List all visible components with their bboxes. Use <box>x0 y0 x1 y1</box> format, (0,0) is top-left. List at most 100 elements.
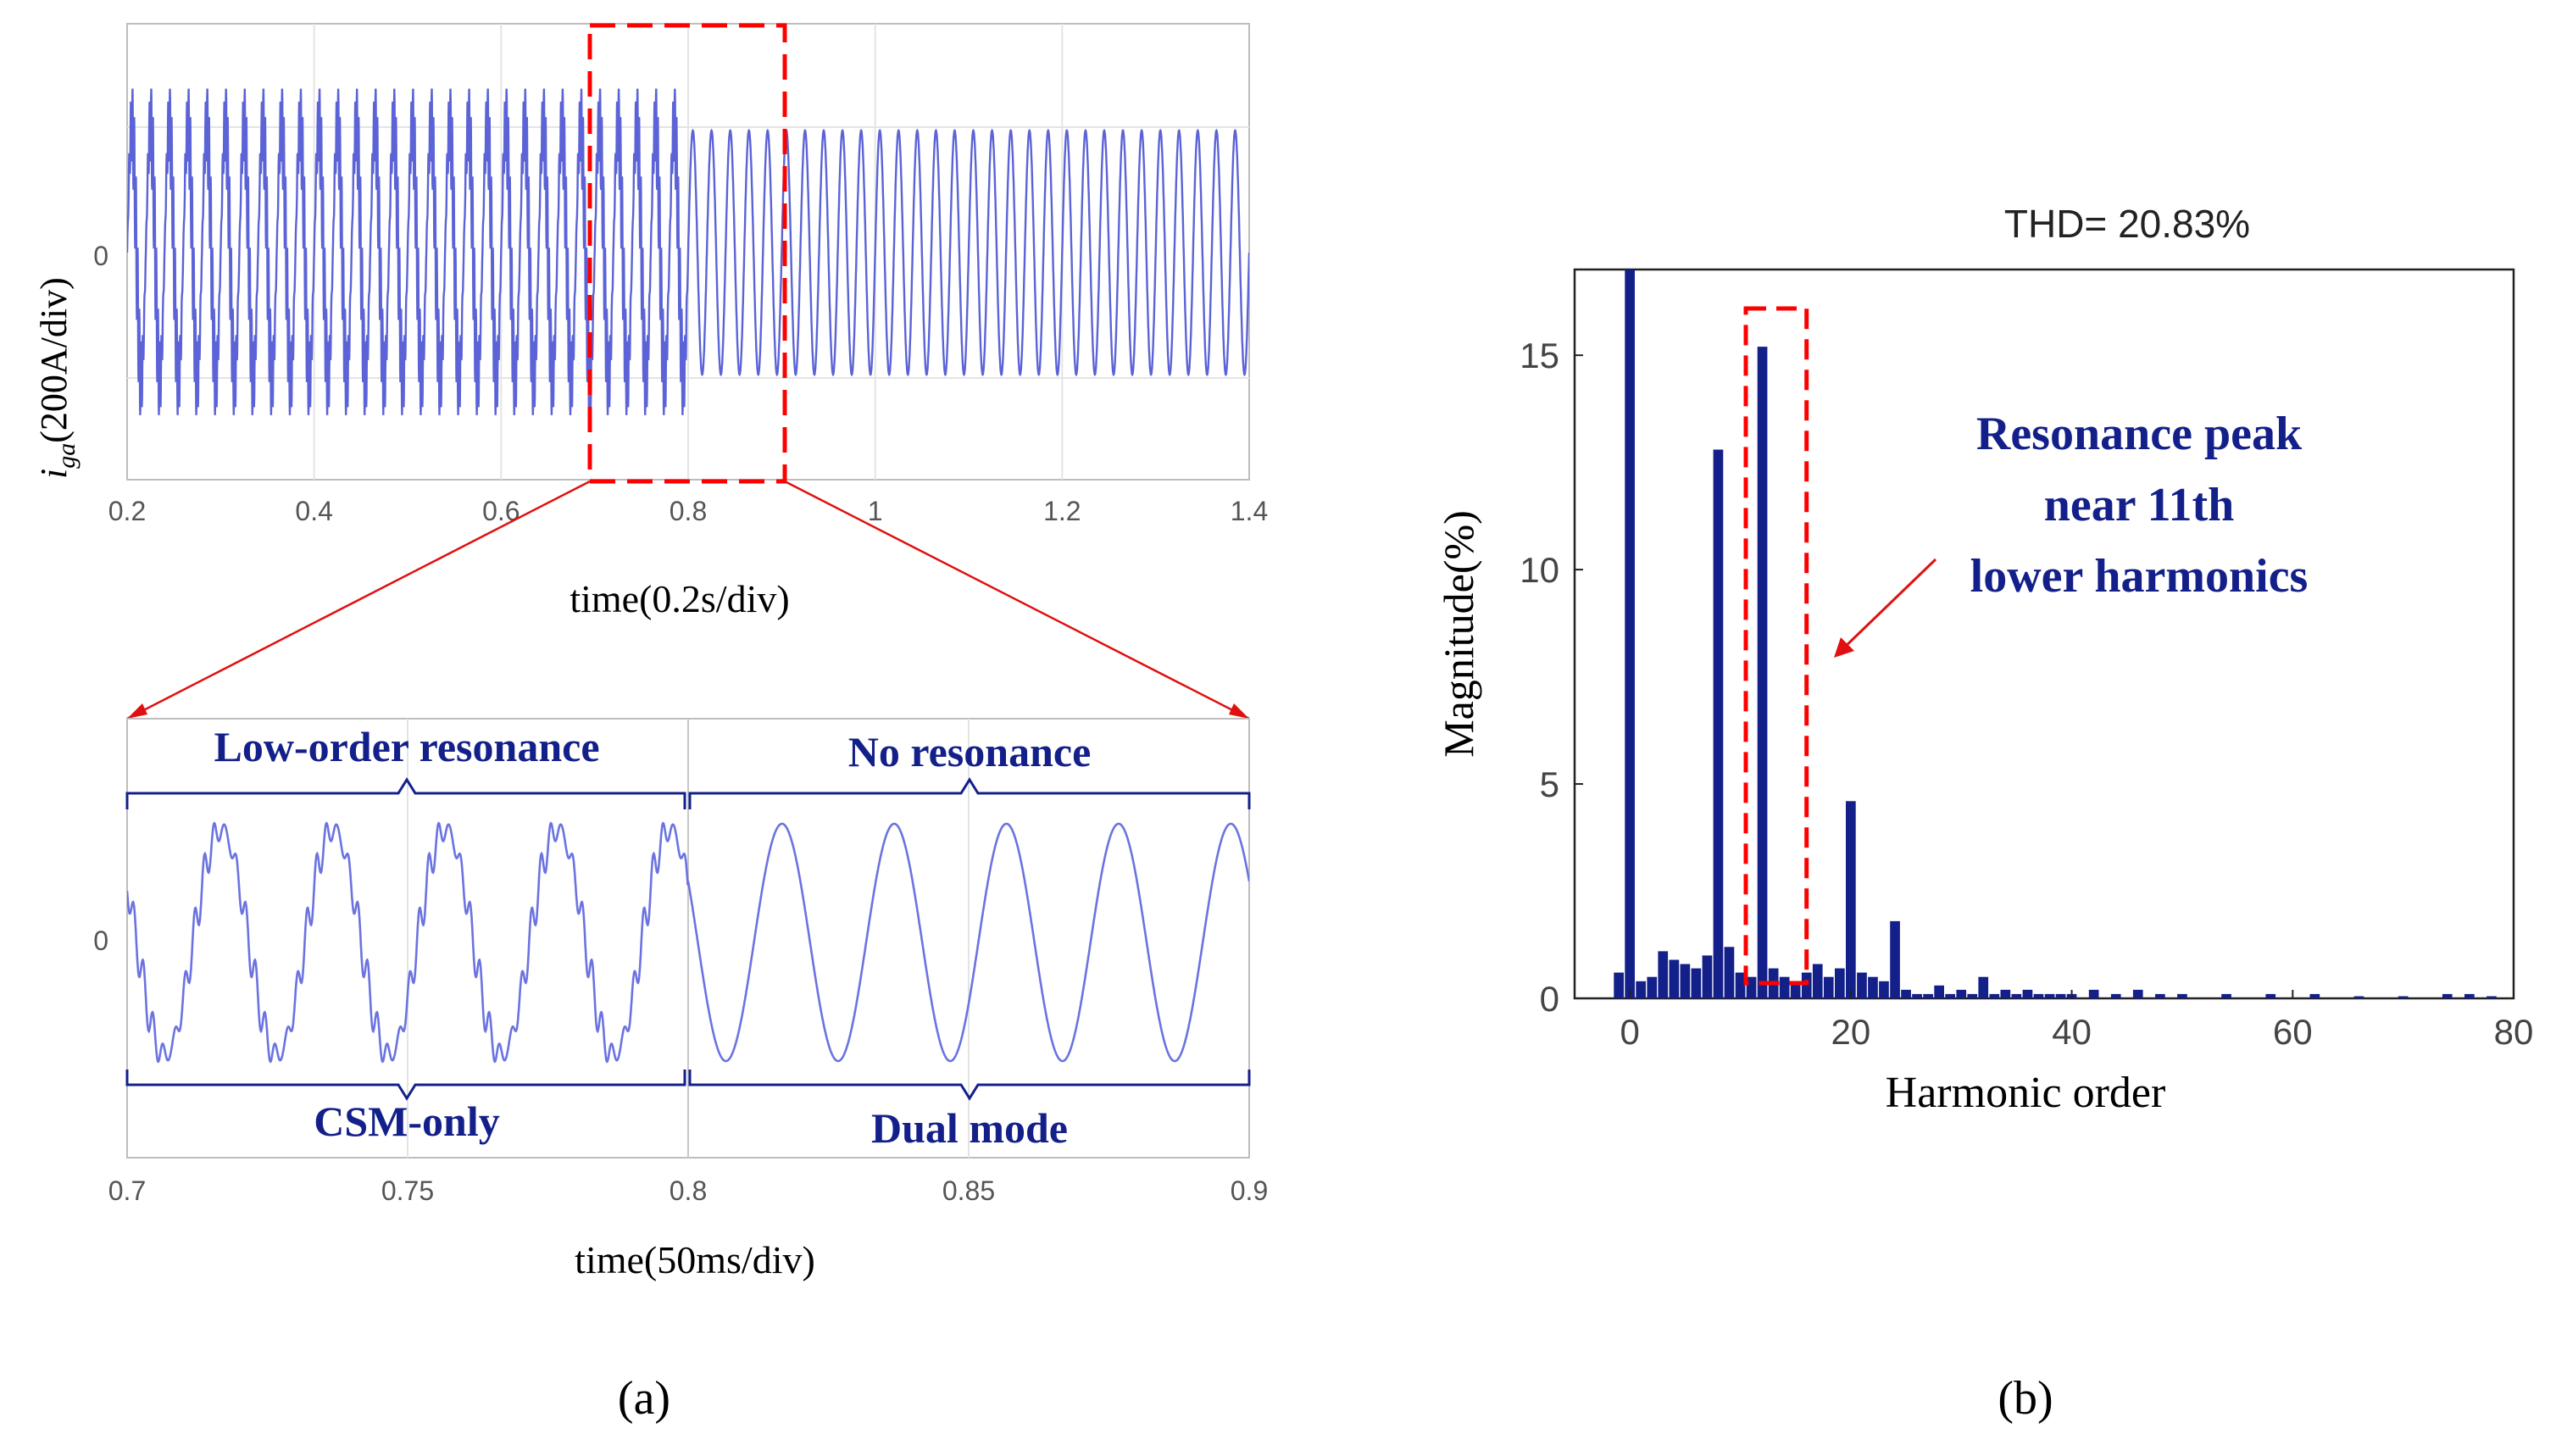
bars-b <box>1614 270 2497 999</box>
x-tick-label: 0.8 <box>670 1175 707 1206</box>
x-ticks-a-top: 0.2 0.4 0.6 0.8 1 1.2 1.4 <box>108 496 1268 526</box>
brace-right-bottom <box>688 1070 1251 1101</box>
x-tick-label: 40 <box>2052 1012 2092 1052</box>
x-tick-label: 20 <box>1831 1012 1871 1052</box>
x-tick-label: 0.8 <box>670 496 707 526</box>
annotation-low-order-resonance: Low-order resonance <box>214 723 599 770</box>
bar <box>1901 989 1911 998</box>
bar <box>1934 985 1944 998</box>
annotation-arrow-line <box>1839 558 1937 653</box>
brace-left-top <box>125 777 686 809</box>
bar <box>1680 964 1691 998</box>
annotation-resonance-line2: near 11th <box>2044 479 2235 531</box>
x-axis-label-b: Harmonic order <box>1886 1069 2166 1117</box>
bar <box>2155 993 2165 998</box>
bar <box>1956 989 1967 998</box>
bar <box>1746 976 1757 998</box>
panel-a-top: 0.2 0.4 0.6 0.8 1 1.2 1.4 0 iga(200A/div) time… <box>33 23 1268 720</box>
x-ticks-a-bottom: 0.7 0.75 0.8 0.85 0.9 <box>108 1175 1268 1206</box>
zoom-connector-right <box>784 480 1250 720</box>
bar <box>2011 993 2022 998</box>
bar <box>1835 968 1845 998</box>
bar <box>2033 993 2044 998</box>
annotation-resonance-line1: Resonance peak <box>1976 408 2303 460</box>
y-axis-label-a-top: iga(200A/div) <box>33 277 81 479</box>
waveform-a-bottom <box>127 821 1249 1064</box>
y-tick-label: 0 <box>1540 979 1559 1019</box>
bar <box>1923 993 1933 998</box>
bar <box>2398 996 2409 998</box>
x-tick-label: 0.85 <box>942 1175 995 1206</box>
resonance-highlight-rect <box>1743 306 1809 986</box>
bar <box>1989 993 2000 998</box>
annotation-arrow-head <box>1834 637 1854 658</box>
bar <box>2044 993 2055 998</box>
x-tick-label: 1.2 <box>1043 496 1081 526</box>
y-tick-label: 5 <box>1540 764 1559 804</box>
bar <box>1779 976 1790 998</box>
bar <box>1724 947 1735 998</box>
bar <box>2022 989 2033 998</box>
panel-label-b: (b) <box>1998 1372 2053 1425</box>
panel-b: THD= 20.83% 0 20 40 60 80 0 5 10 15 Magnitude(%)… <box>1435 202 2533 1117</box>
zoom-connector-left <box>126 480 591 720</box>
zoom-connector-right-arrow <box>1229 703 1249 719</box>
x-tick-label: 0.7 <box>108 1175 146 1206</box>
x-tick-label: 0 <box>1620 1012 1639 1052</box>
bar <box>1647 976 1658 998</box>
bar <box>1625 270 1635 998</box>
brace-left-bottom <box>125 1070 686 1101</box>
bar <box>1702 955 1713 998</box>
bar <box>1691 968 1702 998</box>
chart-title-b: THD= 20.83% <box>2004 202 2250 246</box>
bar <box>2265 993 2276 998</box>
y-tick-label: 10 <box>1520 550 1559 590</box>
bar <box>1636 981 1646 998</box>
bar <box>1823 976 1834 998</box>
bar <box>1945 993 1955 998</box>
x-tick-label: 80 <box>2494 1012 2534 1052</box>
zoom-window-rect <box>587 23 787 484</box>
annotation-dual-mode: Dual mode <box>871 1104 1068 1152</box>
bar <box>1614 972 1624 998</box>
bar <box>2309 993 2320 998</box>
bar <box>1713 449 1724 998</box>
bar <box>1890 920 1900 998</box>
bar <box>2132 989 2143 998</box>
bar <box>1801 972 1812 998</box>
x-tick-label: 60 <box>2273 1012 2313 1052</box>
bar <box>1757 347 1768 999</box>
y-tick-zero-a-bottom: 0 <box>93 925 108 956</box>
bar <box>2487 996 2497 998</box>
bar <box>2464 993 2475 998</box>
bar <box>1790 981 1801 998</box>
bar <box>2055 993 2066 998</box>
bar <box>1912 993 1922 998</box>
bar <box>2000 989 2011 998</box>
bar <box>2177 993 2187 998</box>
grid-a-top <box>127 24 1249 480</box>
x-tick-label: 0.6 <box>482 496 520 526</box>
plot-area-b <box>1573 268 2515 1000</box>
bar <box>1879 981 1889 998</box>
x-tick-label: 0.2 <box>108 496 146 526</box>
bar <box>2110 993 2121 998</box>
x-tick-label: 0.9 <box>1231 1175 1268 1206</box>
annotation-resonance-line3: lower harmonics <box>1970 550 2309 603</box>
x-tick-label: 0.4 <box>295 496 332 526</box>
bar <box>1846 801 1856 998</box>
x-axis-label-a-bottom: time(50ms/div) <box>575 1238 815 1281</box>
annotation-no-resonance: No resonance <box>848 728 1092 775</box>
bar <box>1669 959 1680 998</box>
bar <box>1735 972 1746 998</box>
x-tick-label: 0.75 <box>381 1175 434 1206</box>
annotation-csm-only: CSM-only <box>314 1098 499 1145</box>
zoom-connector-left-arrow <box>127 703 147 719</box>
bar <box>2353 996 2364 998</box>
bar <box>1978 976 1989 998</box>
bar <box>2221 993 2231 998</box>
bar <box>1658 951 1669 998</box>
brace-right-top <box>688 777 1251 809</box>
bar <box>1868 976 1878 998</box>
